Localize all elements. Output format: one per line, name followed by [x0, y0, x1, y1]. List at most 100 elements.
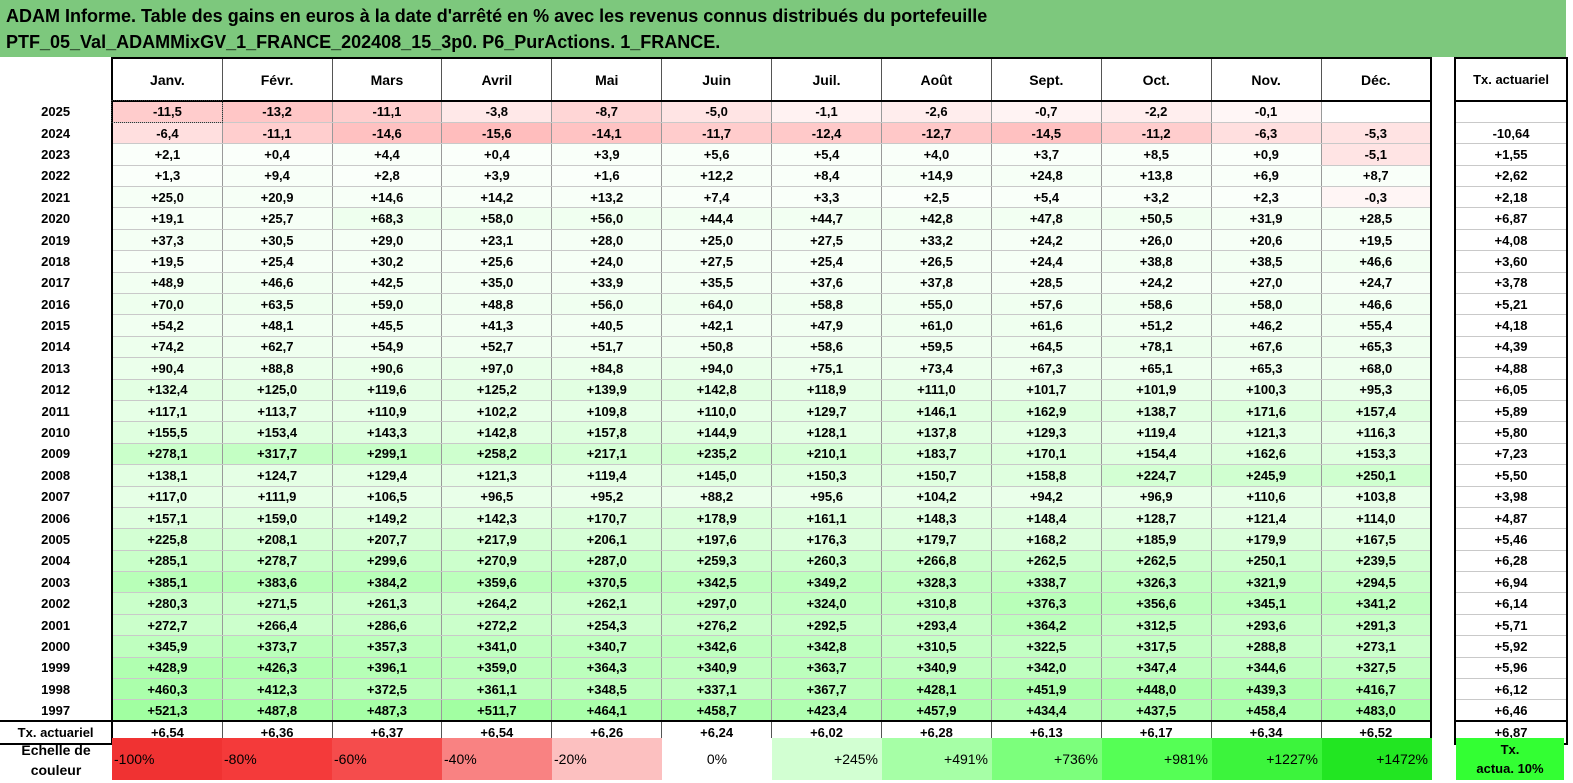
- gain-cell: +149,2: [331, 507, 442, 530]
- gain-cell: +451,9: [990, 678, 1102, 701]
- gain-cell: +35,0: [441, 272, 552, 295]
- gain-cell: +59,0: [331, 293, 442, 316]
- tx-cell: +5,92: [1454, 635, 1568, 658]
- year-cell: 2024: [41, 125, 71, 141]
- gain-cell: +119,4: [1100, 421, 1212, 444]
- gain-cell: +293,4: [880, 614, 992, 637]
- year-cell: 2006: [41, 510, 71, 526]
- color-scale-swatch: -80%: [222, 738, 332, 780]
- gain-cell: +9,4: [221, 165, 333, 188]
- gain-cell: +42,1: [661, 314, 772, 337]
- gain-cell: +357,3: [331, 635, 442, 658]
- gain-cell: +1,3: [111, 165, 223, 188]
- gain-cell: +299,6: [331, 550, 442, 573]
- year-cell: 2023: [41, 146, 71, 162]
- gain-cell: +179,7: [880, 528, 992, 551]
- gain-cell: +48,8: [441, 293, 552, 316]
- gain-cell: -15,6: [441, 122, 552, 145]
- gain-cell: +338,7: [990, 571, 1102, 594]
- gain-cell: +129,4: [331, 464, 442, 487]
- gain-cell: +437,5: [1100, 699, 1212, 722]
- gain-cell: +31,9: [1210, 207, 1322, 230]
- gain-cell: +19,5: [111, 250, 223, 273]
- gain-cell: +7,4: [661, 186, 772, 209]
- gain-cell: +287,0: [551, 550, 662, 573]
- gain-cell: +51,7: [551, 336, 662, 359]
- table-row: 2006 +157,1 +159,0 +149,2 +142,3 +170,7 +178,9…: [0, 507, 1432, 530]
- gain-cell: +111,0: [880, 379, 992, 401]
- gain-cell: +14,9: [880, 165, 992, 188]
- gain-cell: +143,3: [331, 421, 442, 444]
- gain-cell: +372,5: [331, 678, 442, 701]
- gain-cell: +412,3: [221, 678, 333, 701]
- gain-cell: +158,8: [990, 464, 1102, 487]
- color-scale-swatch: +245%: [772, 738, 882, 780]
- year-cell: 2012: [41, 382, 71, 398]
- table-row: 2003 +385,1 +383,6 +384,2 +359,6 +370,5 +342,5…: [0, 571, 1432, 594]
- gain-cell: +44,4: [661, 207, 772, 230]
- table-row: 2014 +74,2 +62,7 +54,9 +52,7 +51,7 +50,8 +58,6 +…: [0, 336, 1432, 359]
- gain-cell: +272,2: [441, 614, 552, 637]
- tx-row: +2,18: [1454, 186, 1568, 209]
- gain-cell: +327,5: [1320, 657, 1432, 680]
- gain-cell: +349,2: [771, 571, 882, 594]
- month-header: Sept.: [990, 57, 1102, 102]
- gain-cell: +29,0: [331, 229, 442, 252]
- table-row: 1997 +521,3 +487,8 +487,3 +511,7 +464,1 +458,7…: [0, 699, 1432, 722]
- table-row: 2024 -6,4 -11,1 -14,6 -15,6 -14,1 -11,7 -12,4 -1…: [0, 122, 1432, 145]
- tx-row: +6,94: [1454, 571, 1568, 594]
- gain-cell: +24,2: [990, 229, 1102, 252]
- year-cell: 2014: [41, 339, 71, 355]
- gain-cell: +61,0: [880, 314, 992, 337]
- color-scale-swatch: -20%: [552, 738, 662, 780]
- table-row: 2013 +90,4 +88,8 +90,6 +97,0 +84,8 +94,0 +75,1 +…: [0, 357, 1432, 380]
- gain-cell: +416,7: [1320, 678, 1432, 701]
- gain-cell: +6,9: [1210, 165, 1322, 188]
- tx-cell: +3,98: [1454, 486, 1568, 508]
- tx-row: +6,14: [1454, 592, 1568, 615]
- gain-cell: +176,3: [771, 528, 882, 551]
- gain-cell: +24,7: [1320, 272, 1432, 295]
- color-scale-label-line2: couleur: [30, 762, 82, 778]
- gain-cell: +324,0: [771, 592, 882, 615]
- tx-row: +5,80: [1454, 421, 1568, 444]
- gain-cell: +359,0: [441, 657, 552, 680]
- gain-cell: +385,1: [111, 571, 223, 594]
- gain-cell: +137,8: [880, 421, 992, 444]
- gain-cell: +340,7: [551, 635, 662, 658]
- gain-cell: +25,4: [221, 250, 333, 273]
- gain-cell: +345,9: [111, 635, 223, 658]
- year-cell: 2007: [41, 489, 71, 505]
- gain-cell: +159,0: [221, 507, 333, 530]
- gain-cell: +13,8: [1100, 165, 1212, 188]
- gain-cell: +328,3: [880, 571, 992, 594]
- gain-cell: +37,8: [880, 272, 992, 295]
- gain-cell: -0,1: [1210, 101, 1322, 123]
- gain-cell: +46,6: [1320, 293, 1432, 316]
- gain-cell: +0,9: [1210, 143, 1322, 166]
- gain-cell: +44,7: [771, 207, 882, 230]
- gain-cell: +138,1: [111, 464, 223, 487]
- month-header: Août: [880, 57, 992, 102]
- gains-table: Janv. Févr. Mars Avril Mai Juin Juil. Août Sept.…: [0, 57, 1432, 746]
- gain-cell: +162,9: [990, 400, 1102, 423]
- gain-cell: +57,6: [990, 293, 1102, 316]
- gain-cell: -11,7: [661, 122, 772, 145]
- tx-cell: +5,46: [1454, 528, 1568, 551]
- gain-cell: +3,7: [990, 143, 1102, 166]
- title-line-1: ADAM Informe. Table des gains en euros à…: [6, 6, 988, 26]
- gain-cell: +260,3: [771, 550, 882, 573]
- gain-cell: +280,3: [111, 592, 223, 615]
- gain-cell: +312,5: [1100, 614, 1212, 637]
- gain-cell: +88,2: [661, 486, 772, 508]
- gain-cell: +428,9: [111, 657, 223, 680]
- report-title: ADAM Informe. Table des gains en euros à…: [0, 0, 1566, 57]
- gain-cell: +153,4: [221, 421, 333, 444]
- year-cell: 2019: [41, 232, 71, 248]
- gain-cell: +109,8: [551, 400, 662, 423]
- gain-cell: +139,9: [551, 379, 662, 401]
- gain-cell: +2,1: [111, 143, 223, 166]
- gain-cell: -13,2: [221, 101, 333, 123]
- gain-cell: +278,1: [111, 443, 223, 466]
- gain-cell: +30,5: [221, 229, 333, 252]
